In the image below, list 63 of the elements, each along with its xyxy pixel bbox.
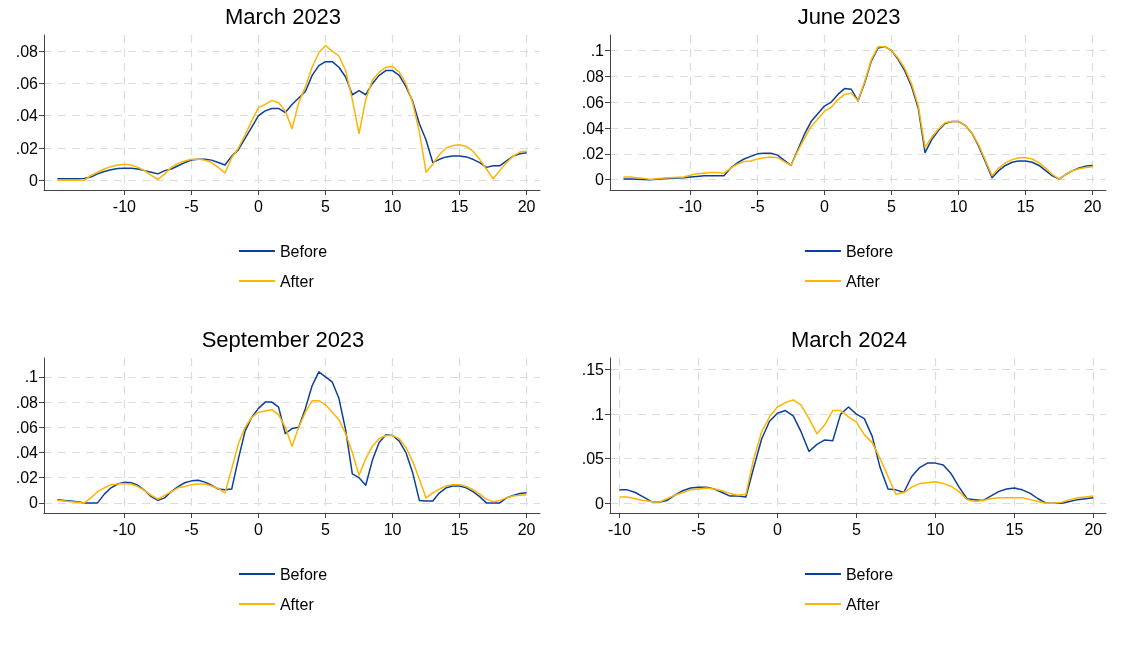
y-tick-label: .08 bbox=[15, 393, 39, 411]
legend-label: Before bbox=[279, 565, 328, 583]
x-tick-label: -5 bbox=[691, 520, 706, 538]
chart-title: March 2023 bbox=[224, 3, 342, 29]
x-tick-label: 20 bbox=[517, 197, 536, 215]
x-tick-label: 15 bbox=[1005, 520, 1024, 538]
x-tick-label: 0 bbox=[772, 520, 782, 538]
x-tick-label: -5 bbox=[184, 197, 199, 215]
y-tick-label: .06 bbox=[15, 418, 39, 436]
y-tick-label: .08 bbox=[15, 42, 39, 60]
legend-label: After bbox=[279, 272, 315, 290]
y-tick-label: .15 bbox=[581, 361, 605, 379]
x-tick-label: -10 bbox=[607, 520, 632, 538]
x-tick-label: 5 bbox=[851, 520, 861, 538]
y-tick-label: 0 bbox=[595, 171, 605, 189]
y-tick-label: .02 bbox=[15, 139, 39, 157]
x-tick-label: 5 bbox=[321, 520, 331, 538]
x-tick-label: 15 bbox=[1016, 197, 1035, 215]
y-tick-label: 0 bbox=[595, 494, 605, 512]
x-tick-label: 20 bbox=[517, 520, 536, 538]
x-tick-label: 5 bbox=[887, 197, 897, 215]
x-tick-label: 20 bbox=[1083, 197, 1102, 215]
legend-label: Before bbox=[845, 565, 894, 583]
y-tick-label: .04 bbox=[581, 119, 605, 137]
line-series bbox=[56, 371, 528, 504]
x-tick-label: 10 bbox=[383, 197, 402, 215]
x-tick-label: 0 bbox=[254, 520, 264, 538]
legend-label: Before bbox=[279, 242, 328, 260]
chart-title: June 2023 bbox=[797, 3, 901, 29]
y-tick-label: .05 bbox=[581, 450, 605, 468]
x-tick-label: 10 bbox=[383, 520, 402, 538]
x-tick-label: -10 bbox=[112, 520, 137, 538]
y-tick-label: .02 bbox=[15, 469, 39, 487]
chart-title: September 2023 bbox=[201, 326, 365, 352]
y-tick-label: .06 bbox=[15, 74, 39, 92]
x-tick-label: 20 bbox=[1084, 520, 1103, 538]
x-tick-label: -5 bbox=[750, 197, 765, 215]
legend-label: After bbox=[279, 595, 315, 613]
y-tick-label: .04 bbox=[15, 107, 39, 125]
chart-title: March 2024 bbox=[790, 326, 908, 352]
legend-label: After bbox=[845, 595, 881, 613]
x-tick-label: 15 bbox=[450, 197, 469, 215]
x-tick-label: 0 bbox=[254, 197, 264, 215]
x-tick-label: 15 bbox=[450, 520, 469, 538]
y-tick-label: .06 bbox=[581, 93, 605, 111]
legend-label: Before bbox=[845, 242, 894, 260]
x-tick-label: -10 bbox=[112, 197, 137, 215]
x-tick-label: 0 bbox=[820, 197, 830, 215]
y-tick-label: .1 bbox=[590, 405, 605, 423]
y-tick-label: .1 bbox=[590, 42, 605, 59]
line-series bbox=[56, 400, 528, 504]
y-tick-label: .02 bbox=[581, 145, 605, 163]
x-tick-label: -10 bbox=[678, 197, 703, 215]
x-tick-label: -5 bbox=[184, 520, 199, 538]
x-tick-label: 5 bbox=[321, 197, 331, 215]
legend-label: After bbox=[845, 272, 881, 290]
x-tick-label: 10 bbox=[949, 197, 968, 215]
y-tick-label: 0 bbox=[29, 171, 39, 189]
y-tick-label: .08 bbox=[581, 67, 605, 85]
y-tick-label: 0 bbox=[29, 494, 39, 512]
y-tick-label: .1 bbox=[24, 368, 39, 386]
x-tick-label: 10 bbox=[926, 520, 945, 538]
y-tick-label: .04 bbox=[15, 444, 39, 462]
